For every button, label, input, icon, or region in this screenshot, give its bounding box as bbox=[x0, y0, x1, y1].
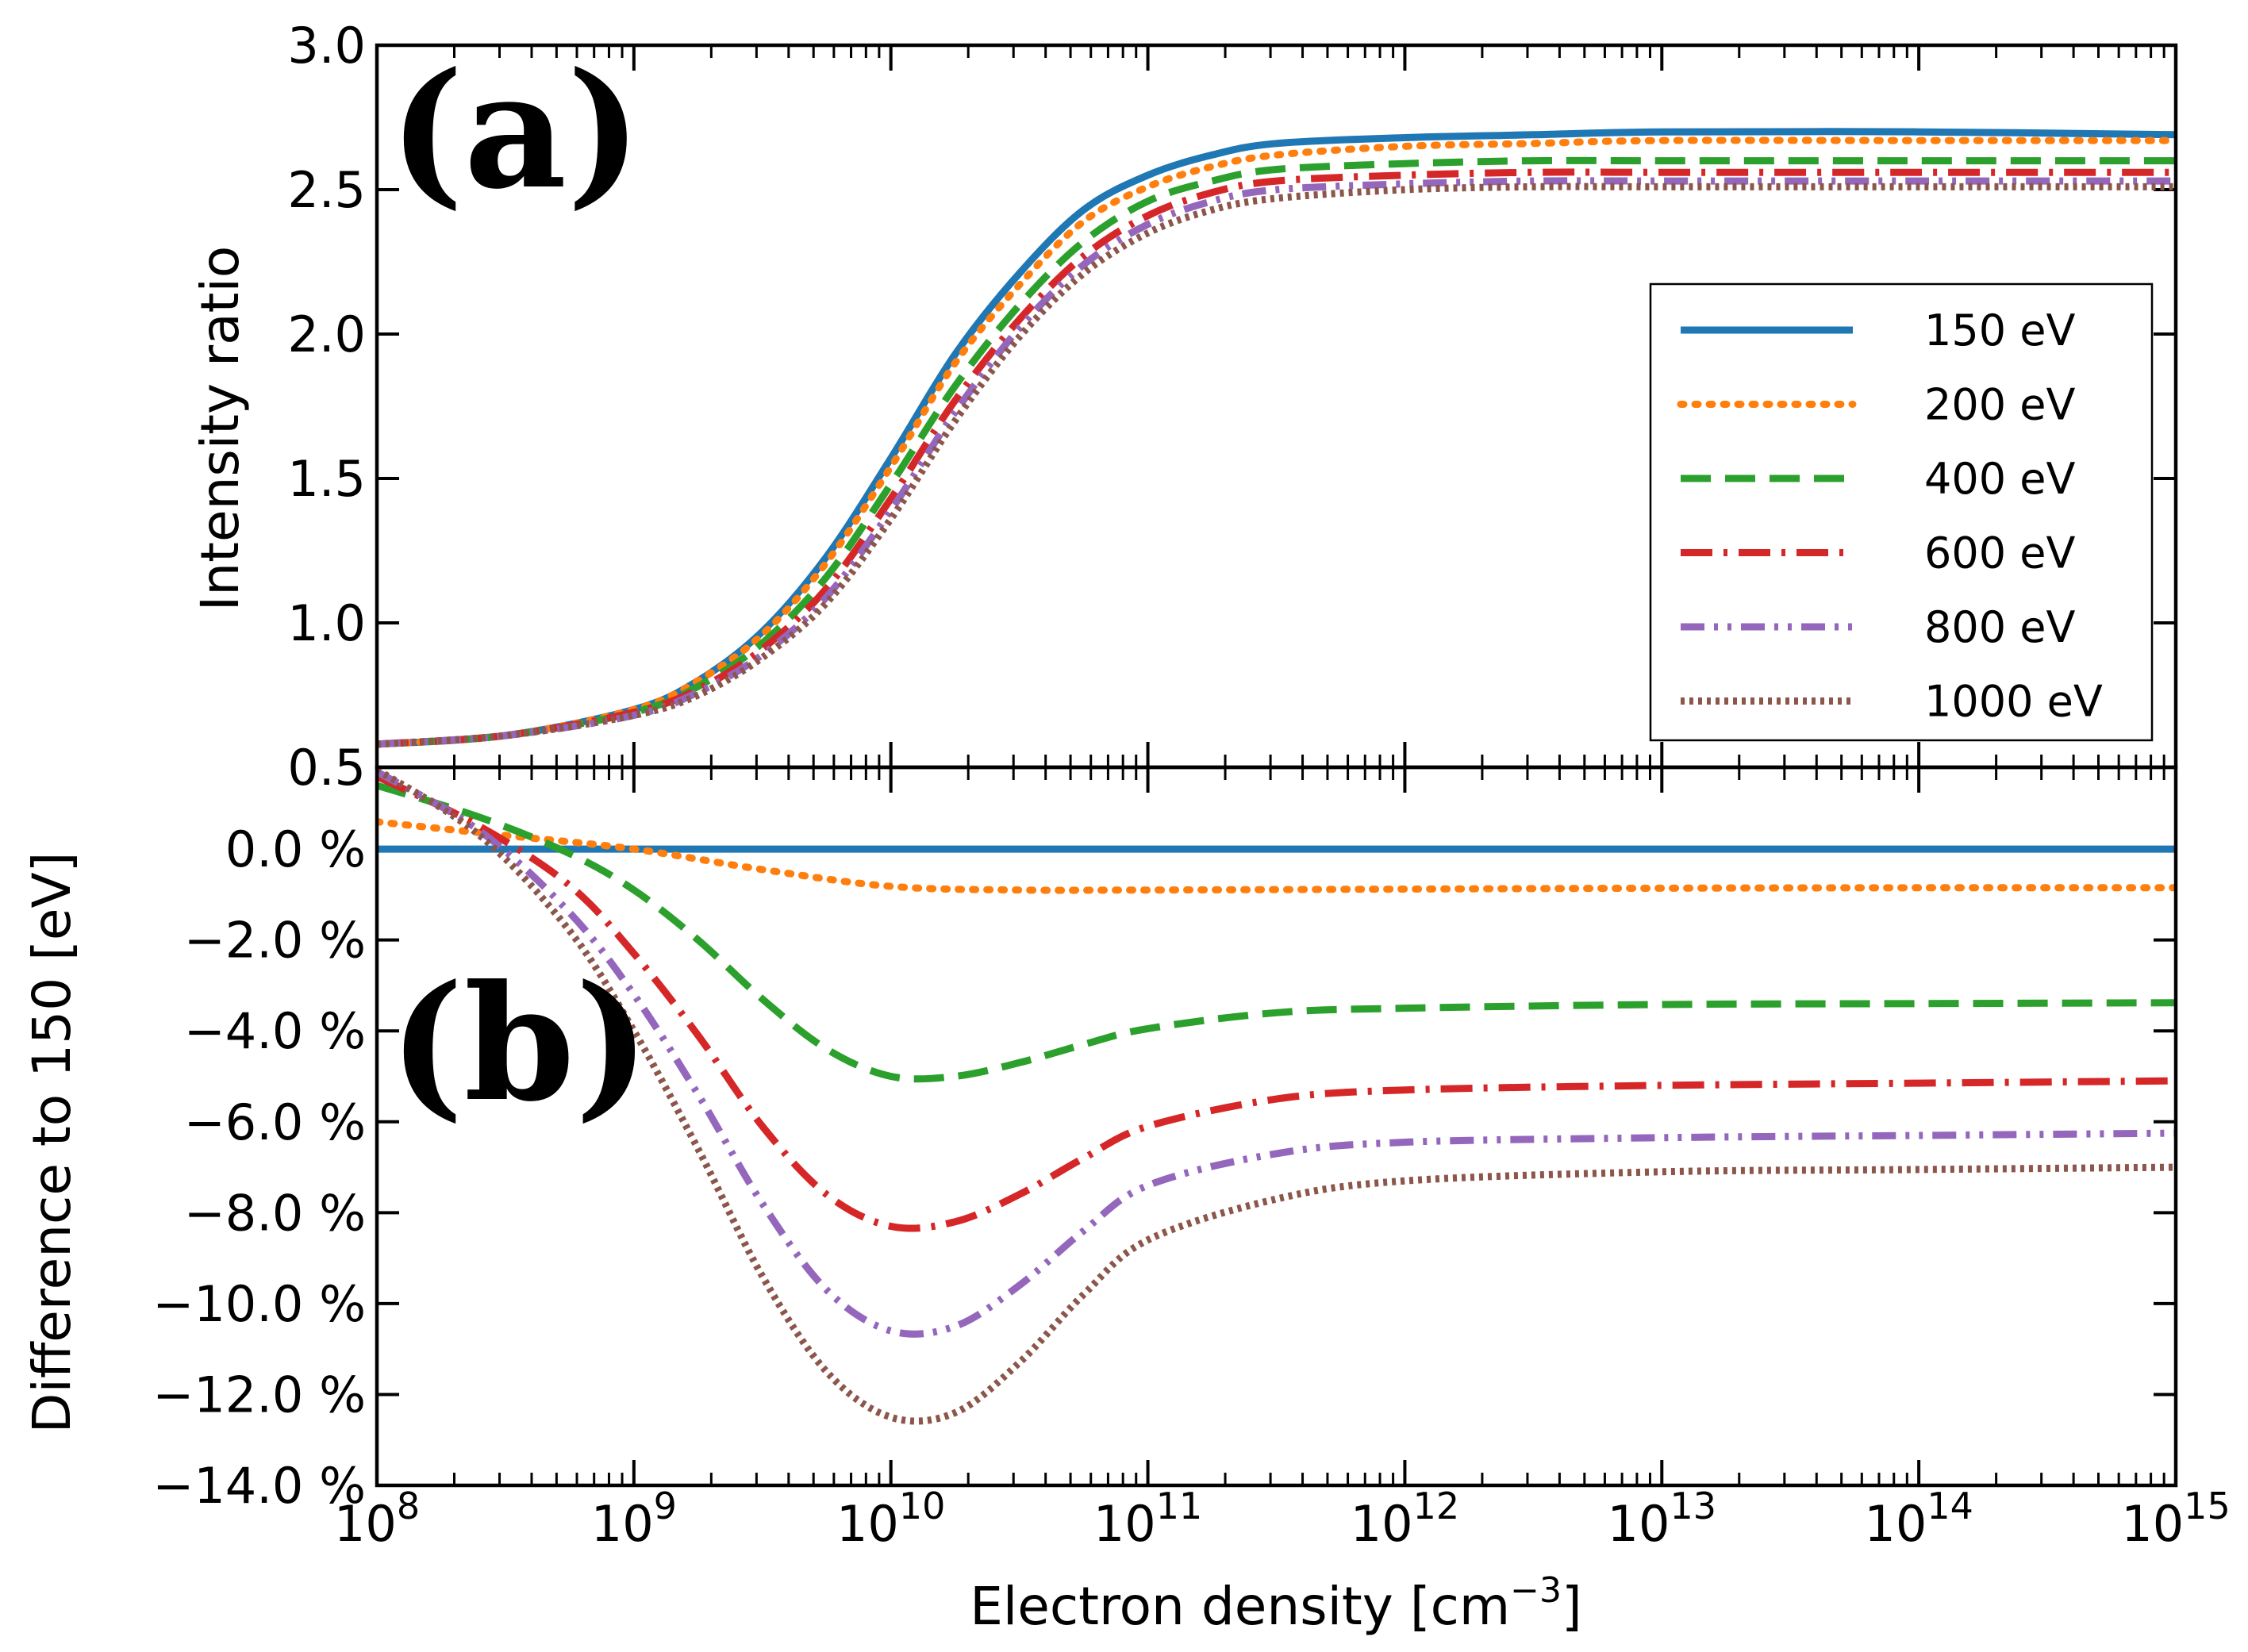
legend-label: 200 eV bbox=[1924, 380, 2075, 430]
panel-b-ytick-label: −14.0 % bbox=[152, 1457, 366, 1515]
legend-label: 150 eV bbox=[1924, 305, 2075, 355]
panel-b: 0.0 % −2.0 % −4.0 % −6.0 % −8.0 % −10.0 % −12.… bbox=[21, 45, 2231, 1637]
panel-b-series-800-ev bbox=[377, 768, 2176, 1338]
panel-a-ytick-label: 1.5 bbox=[287, 450, 366, 508]
panel-a-label: (a) bbox=[389, 38, 642, 225]
panel-b-label: (b) bbox=[389, 951, 650, 1137]
panel-b-series-1000-ev bbox=[377, 767, 2176, 1425]
legend-label: 1000 eV bbox=[1924, 677, 2103, 727]
panel-b-ytick-label: −6.0 % bbox=[184, 1093, 366, 1151]
x-tick-label: 109 bbox=[591, 1485, 677, 1553]
legend-label: 400 eV bbox=[1924, 454, 2075, 504]
panel-a-ytick-label: 3.0 bbox=[287, 17, 366, 75]
panel-b-series-400-ev bbox=[377, 782, 2176, 1083]
panel-b-ytick-label: −12.0 % bbox=[152, 1366, 366, 1423]
x-axis-title: Electron density [cm−3] bbox=[970, 1570, 1582, 1637]
panel-a-series-1000-ev bbox=[377, 182, 2176, 748]
panel-b-frame bbox=[375, 765, 2178, 1488]
panel-b-ytick-label: −10.0 % bbox=[152, 1275, 366, 1333]
panel-b-ytick-label: −2.0 % bbox=[184, 912, 366, 970]
panel-a-series-200-ev bbox=[377, 136, 2176, 748]
panel-a-ytick-label: 0.5 bbox=[287, 739, 366, 797]
x-tick-label: 1010 bbox=[836, 1485, 945, 1553]
legend-box bbox=[1649, 282, 2154, 742]
panel-a-ytick-label: 1.0 bbox=[287, 594, 366, 652]
legend-label: 800 eV bbox=[1924, 602, 2075, 652]
x-tick-label: 1014 bbox=[1864, 1485, 1973, 1553]
panel-b-ytick-label: −4.0 % bbox=[184, 1002, 366, 1060]
panel-b-y-axis-title: Difference to 150 [eV] bbox=[21, 852, 83, 1434]
panel-b-ytick-label: −8.0 % bbox=[184, 1184, 366, 1242]
panel-a-series-600-ev bbox=[377, 168, 2176, 748]
x-tick-label: 1015 bbox=[2121, 1485, 2230, 1553]
panel-a: 0.5 1.0 1.5 2.0 2.5 3.0 (a) Intensity ratio bbox=[190, 17, 2178, 797]
panel-a-series-400-ev bbox=[377, 156, 2176, 748]
legend-label: 600 eV bbox=[1924, 528, 2075, 578]
x-tick-label: 108 bbox=[334, 1485, 420, 1553]
x-tick-label: 1013 bbox=[1608, 1485, 1716, 1553]
panel-b-ytick-label: 0.0 % bbox=[225, 820, 366, 878]
x-tick-label: 1011 bbox=[1093, 1485, 1202, 1553]
panel-b-series-200-ev bbox=[377, 818, 2176, 894]
legend: 150 eV 200 eV 400 eV 600 eV 800 eV 1000 eV bbox=[1649, 282, 2154, 742]
panel-a-y-axis-title: Intensity ratio bbox=[190, 246, 251, 611]
x-tick-label: 1012 bbox=[1351, 1485, 1459, 1553]
panel-a-ytick-label: 2.5 bbox=[287, 161, 366, 219]
panel-b-series-600-ev bbox=[377, 773, 2176, 1232]
panel-a-ytick-label: 2.0 bbox=[287, 305, 366, 363]
